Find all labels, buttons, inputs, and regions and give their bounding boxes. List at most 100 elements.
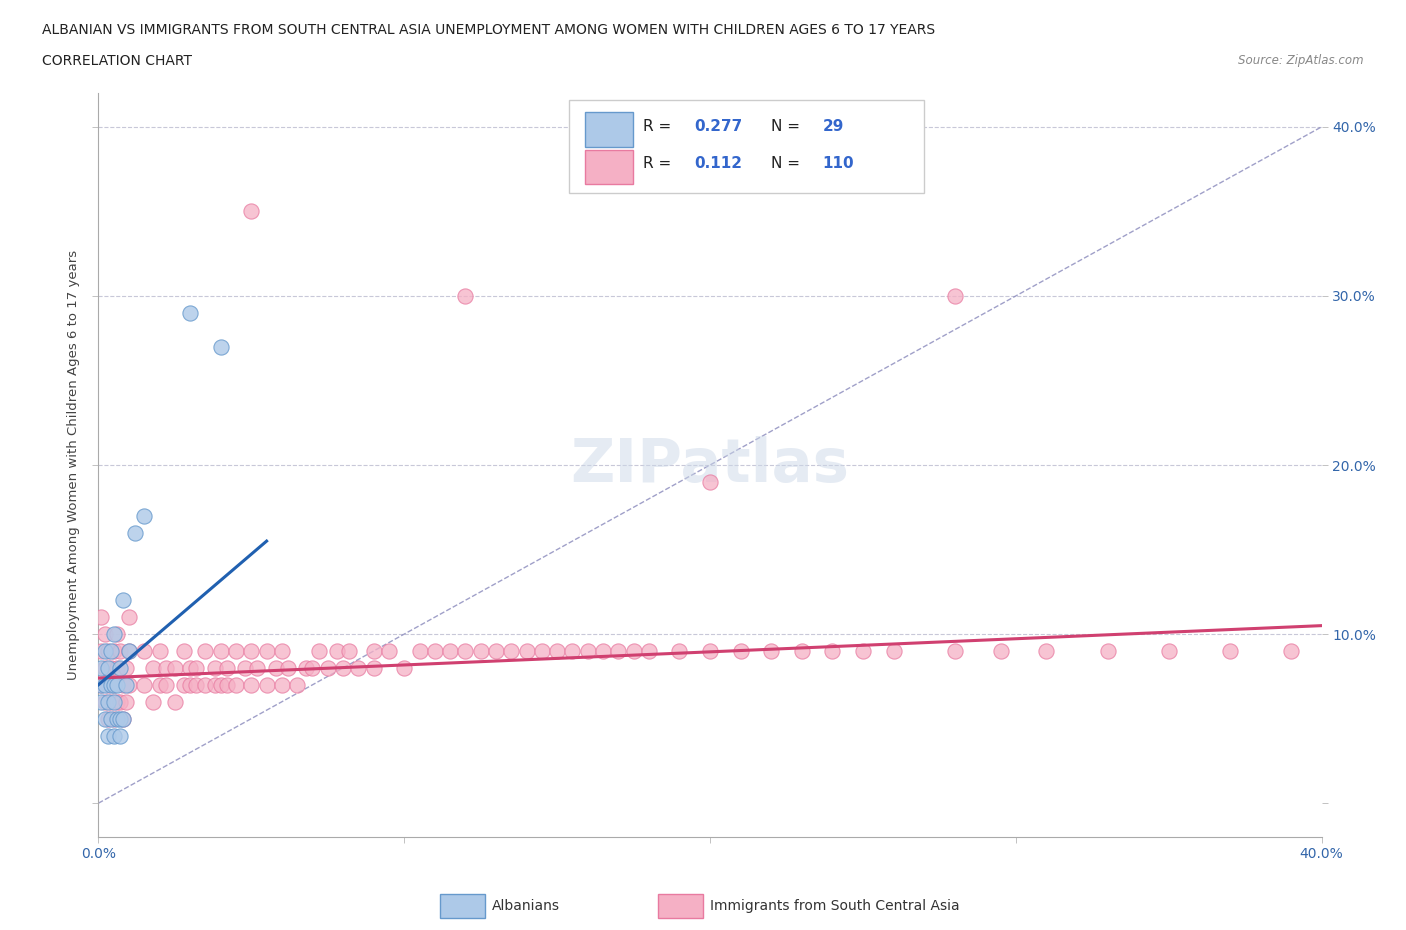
Point xyxy=(225,677,247,692)
Point xyxy=(990,644,1012,658)
Text: CORRELATION CHART: CORRELATION CHART xyxy=(42,54,193,68)
FancyBboxPatch shape xyxy=(585,113,633,147)
Point xyxy=(115,660,138,675)
Point xyxy=(93,644,115,658)
Point xyxy=(179,660,201,675)
Point xyxy=(163,695,186,710)
Point xyxy=(699,474,721,489)
Point xyxy=(295,660,318,675)
Point xyxy=(1219,644,1241,658)
Point xyxy=(111,711,134,726)
Point xyxy=(1035,644,1057,658)
Point xyxy=(347,660,370,675)
Point xyxy=(215,660,238,675)
Point xyxy=(943,288,966,303)
Point xyxy=(1279,644,1302,658)
Point xyxy=(90,660,112,675)
Text: N =: N = xyxy=(772,156,806,171)
Point xyxy=(97,695,120,710)
Point xyxy=(108,728,131,743)
Point xyxy=(821,644,844,658)
Y-axis label: Unemployment Among Women with Children Ages 6 to 17 years: Unemployment Among Women with Children A… xyxy=(66,250,80,680)
Point xyxy=(108,660,131,675)
Point xyxy=(194,677,217,692)
Text: 0.112: 0.112 xyxy=(695,156,742,171)
Point xyxy=(225,644,247,658)
Point xyxy=(134,644,156,658)
Point xyxy=(134,509,156,524)
Point xyxy=(240,677,263,692)
Point xyxy=(173,644,195,658)
Text: 110: 110 xyxy=(823,156,855,171)
Point xyxy=(105,695,128,710)
Point xyxy=(363,660,385,675)
Point xyxy=(155,677,177,692)
Point xyxy=(149,677,172,692)
Point xyxy=(115,695,138,710)
Point xyxy=(530,644,553,658)
Point xyxy=(852,644,875,658)
Point xyxy=(561,644,583,658)
Point xyxy=(470,644,492,658)
Point xyxy=(93,677,115,692)
Point xyxy=(233,660,256,675)
Point xyxy=(204,660,226,675)
Point xyxy=(142,695,165,710)
Text: Albanians: Albanians xyxy=(492,898,560,913)
Point xyxy=(186,677,208,692)
Point xyxy=(111,711,134,726)
Text: N =: N = xyxy=(772,119,806,134)
Point xyxy=(215,677,238,692)
Point xyxy=(103,644,125,658)
Point xyxy=(155,660,177,675)
Point xyxy=(623,644,645,658)
Point xyxy=(485,644,508,658)
Point xyxy=(105,660,128,675)
Text: Source: ZipAtlas.com: Source: ZipAtlas.com xyxy=(1239,54,1364,67)
Point xyxy=(100,711,122,726)
Text: R =: R = xyxy=(643,156,681,171)
Point xyxy=(285,677,308,692)
Point xyxy=(316,660,339,675)
Point xyxy=(668,644,690,658)
Point xyxy=(108,644,131,658)
Point xyxy=(308,644,330,658)
Point xyxy=(943,644,966,658)
Point xyxy=(90,610,112,625)
Point xyxy=(179,677,201,692)
Point xyxy=(108,711,131,726)
Point xyxy=(194,644,217,658)
Point xyxy=(93,627,115,642)
Point xyxy=(118,677,141,692)
Point xyxy=(256,644,278,658)
Point xyxy=(90,644,112,658)
Point xyxy=(93,695,115,710)
Point xyxy=(607,644,630,658)
Point xyxy=(173,677,195,692)
Point xyxy=(118,644,141,658)
Point xyxy=(209,644,232,658)
Point xyxy=(103,627,125,642)
Point xyxy=(1157,644,1180,658)
Point xyxy=(256,677,278,692)
Point xyxy=(124,525,146,540)
Point xyxy=(516,644,538,658)
Point xyxy=(97,660,120,675)
Point xyxy=(105,677,128,692)
Point xyxy=(97,644,120,658)
Point xyxy=(699,644,721,658)
Text: 29: 29 xyxy=(823,119,844,134)
Text: Immigrants from South Central Asia: Immigrants from South Central Asia xyxy=(710,898,960,913)
Point xyxy=(501,644,523,658)
Point xyxy=(209,339,232,354)
Point xyxy=(408,644,430,658)
Text: ZIPatlas: ZIPatlas xyxy=(571,435,849,495)
FancyBboxPatch shape xyxy=(585,150,633,184)
Text: R =: R = xyxy=(643,119,676,134)
Point xyxy=(100,677,122,692)
Point xyxy=(100,695,122,710)
Point xyxy=(93,660,115,675)
Point xyxy=(546,644,568,658)
Point xyxy=(134,677,156,692)
Point xyxy=(730,644,752,658)
